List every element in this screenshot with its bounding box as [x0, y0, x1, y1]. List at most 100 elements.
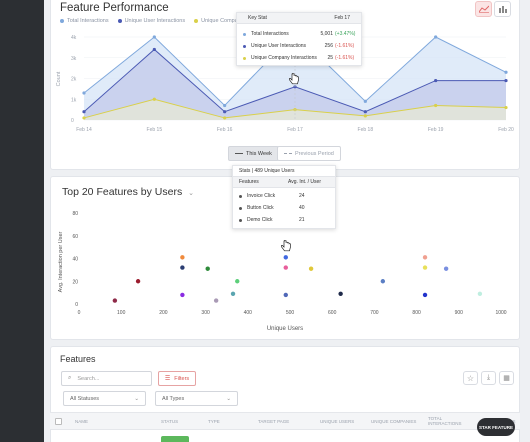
x-tick-label: Feb 17	[287, 127, 303, 133]
key-stat-tooltip: Key Stat Feb 17 Total Interactions 5,001…	[236, 12, 362, 66]
previous-period-toggle[interactable]: Previous Period	[277, 146, 341, 161]
x-tick-label: 300	[201, 310, 210, 316]
legend-dot-icon	[60, 19, 64, 23]
select-all-checkbox[interactable]	[55, 418, 62, 425]
data-point	[363, 110, 367, 114]
scatter-point	[283, 255, 288, 260]
download-button[interactable]: ⤓	[481, 371, 496, 385]
tooltip-body: Invoice Click 24 Button Click 40 Demo Cl…	[233, 188, 335, 228]
columns-button[interactable]: ▦	[499, 371, 514, 385]
search-icon: ⌕	[68, 375, 72, 381]
columns-icon: ▦	[503, 375, 510, 382]
dashed-line-icon	[284, 153, 292, 154]
column-header-unique-companies[interactable]: UNIQUE COMPANIES	[371, 418, 417, 424]
x-tick-label: 200	[159, 310, 168, 316]
series-dot-icon	[243, 44, 246, 48]
x-axis-label: Unique Users	[267, 326, 303, 332]
y-tick-label: 1k	[71, 97, 77, 103]
x-tick-label: Feb 20	[498, 127, 514, 133]
y-tick-label: 0	[71, 118, 74, 124]
legend-dot-icon	[117, 19, 122, 23]
legend-item-unique-users[interactable]: Unique User Interactions	[117, 18, 185, 24]
data-point	[152, 35, 156, 39]
y-tick-label: 80	[72, 211, 78, 217]
bar-chart-toggle[interactable]	[494, 1, 511, 17]
data-point	[363, 114, 367, 118]
x-tick-label: 100	[117, 310, 126, 316]
column-header-total-interactions[interactable]: TOTAL INTERACTIONS	[428, 416, 462, 426]
data-point	[434, 35, 438, 39]
data-point	[223, 116, 227, 120]
scatter-point	[135, 279, 141, 284]
x-tick-label: 1000	[495, 310, 506, 316]
scatter-point	[422, 255, 428, 260]
column-header-unique-users[interactable]: UNIQUE USERS	[320, 418, 355, 424]
data-point	[82, 91, 86, 95]
feature-stats-tooltip: Stats | 489 Unique Users Features Avg. I…	[232, 165, 336, 229]
tooltip-row: Demo Click 21	[239, 214, 329, 226]
line-chart-icon	[478, 5, 489, 13]
data-point	[363, 99, 367, 103]
bullet-icon	[239, 206, 242, 210]
status-badge	[161, 436, 189, 442]
tooltip-row: Button Click 40	[239, 202, 329, 214]
data-point	[504, 105, 508, 110]
x-tick-label: 600	[328, 310, 337, 316]
chevron-down-icon: ⌄	[226, 395, 231, 402]
scatter-point	[422, 265, 428, 270]
x-tick-label: 400	[244, 310, 253, 316]
tooltip-body: Total Interactions 5,001 (+3.47%) Unique…	[237, 24, 361, 64]
scatter-point	[205, 266, 210, 271]
scatter-point	[180, 255, 185, 260]
y-tick-label: 4k	[71, 35, 77, 41]
data-point	[223, 110, 227, 114]
data-point	[504, 78, 508, 83]
data-point	[152, 97, 156, 101]
column-header-target-page[interactable]: TARGET PAGE	[258, 418, 290, 424]
x-tick-label: 800	[412, 310, 421, 316]
y-tick-label: 2k	[71, 77, 77, 83]
y-axis-label: Count	[56, 71, 62, 86]
tooltip-header: Stats | 489 Unique Users	[233, 166, 335, 177]
data-point	[152, 47, 156, 52]
data-point	[504, 70, 508, 74]
column-header-type[interactable]: TYPE	[208, 418, 220, 424]
scatter-point	[477, 291, 483, 296]
status-select[interactable]: All Statuses ⌄	[63, 391, 146, 406]
series-dot-icon	[243, 56, 246, 60]
search-input[interactable]: ⌕ Search...	[61, 371, 152, 386]
scatter-point	[230, 291, 236, 296]
this-week-toggle[interactable]: This Week	[228, 146, 279, 161]
filter-sliders-icon: ☰	[164, 376, 171, 382]
bar-chart-icon	[498, 6, 507, 13]
scatter-point	[283, 292, 288, 298]
y-tick-label: 3k	[71, 56, 77, 62]
scatter-point	[422, 292, 428, 298]
scatter-point	[180, 265, 185, 270]
x-tick-label: Feb 16	[217, 127, 233, 133]
star-feature-button[interactable]: STAR FEATURE	[477, 418, 515, 436]
column-header-status[interactable]: STATUS	[161, 418, 179, 424]
solid-line-icon	[235, 153, 243, 154]
download-icon: ⤓	[486, 374, 491, 381]
tooltip-row: Unique User Interactions 256 (-1.61%)	[243, 40, 355, 52]
x-tick-label: 500	[286, 310, 295, 316]
line-chart-toggle[interactable]	[475, 1, 492, 17]
feature-performance-title: Feature Performance	[60, 2, 169, 14]
hand-cursor-icon	[289, 73, 299, 85]
chevron-down-icon: ⌄	[188, 190, 195, 197]
column-header-name[interactable]: NAME	[75, 418, 89, 424]
data-point	[223, 103, 227, 108]
filters-button[interactable]: ☰ Filters	[158, 371, 196, 386]
legend-item-total[interactable]: Total Interactions	[60, 18, 109, 24]
left-rail	[0, 0, 44, 442]
type-select[interactable]: All Types ⌄	[155, 391, 238, 406]
data-point	[82, 110, 86, 114]
star-filter-button[interactable]: ☆	[463, 371, 478, 385]
data-point	[434, 103, 438, 108]
x-tick-label: Feb 14	[76, 127, 92, 133]
x-tick-label: 700	[370, 310, 379, 316]
x-tick-label: Feb 18	[358, 127, 374, 133]
top-features-title[interactable]: Top 20 Features by Users ⌄	[62, 186, 195, 198]
